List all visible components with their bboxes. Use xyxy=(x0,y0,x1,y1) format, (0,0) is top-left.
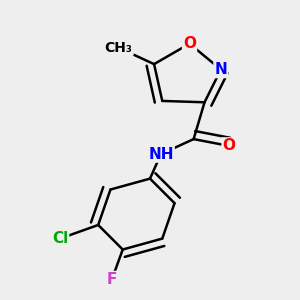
Text: O: O xyxy=(183,36,196,51)
Text: CH₃: CH₃ xyxy=(105,41,133,55)
Text: O: O xyxy=(223,138,236,153)
Text: N: N xyxy=(214,62,227,77)
Text: Cl: Cl xyxy=(52,231,68,246)
Text: F: F xyxy=(106,272,117,287)
Text: NH: NH xyxy=(148,147,174,162)
